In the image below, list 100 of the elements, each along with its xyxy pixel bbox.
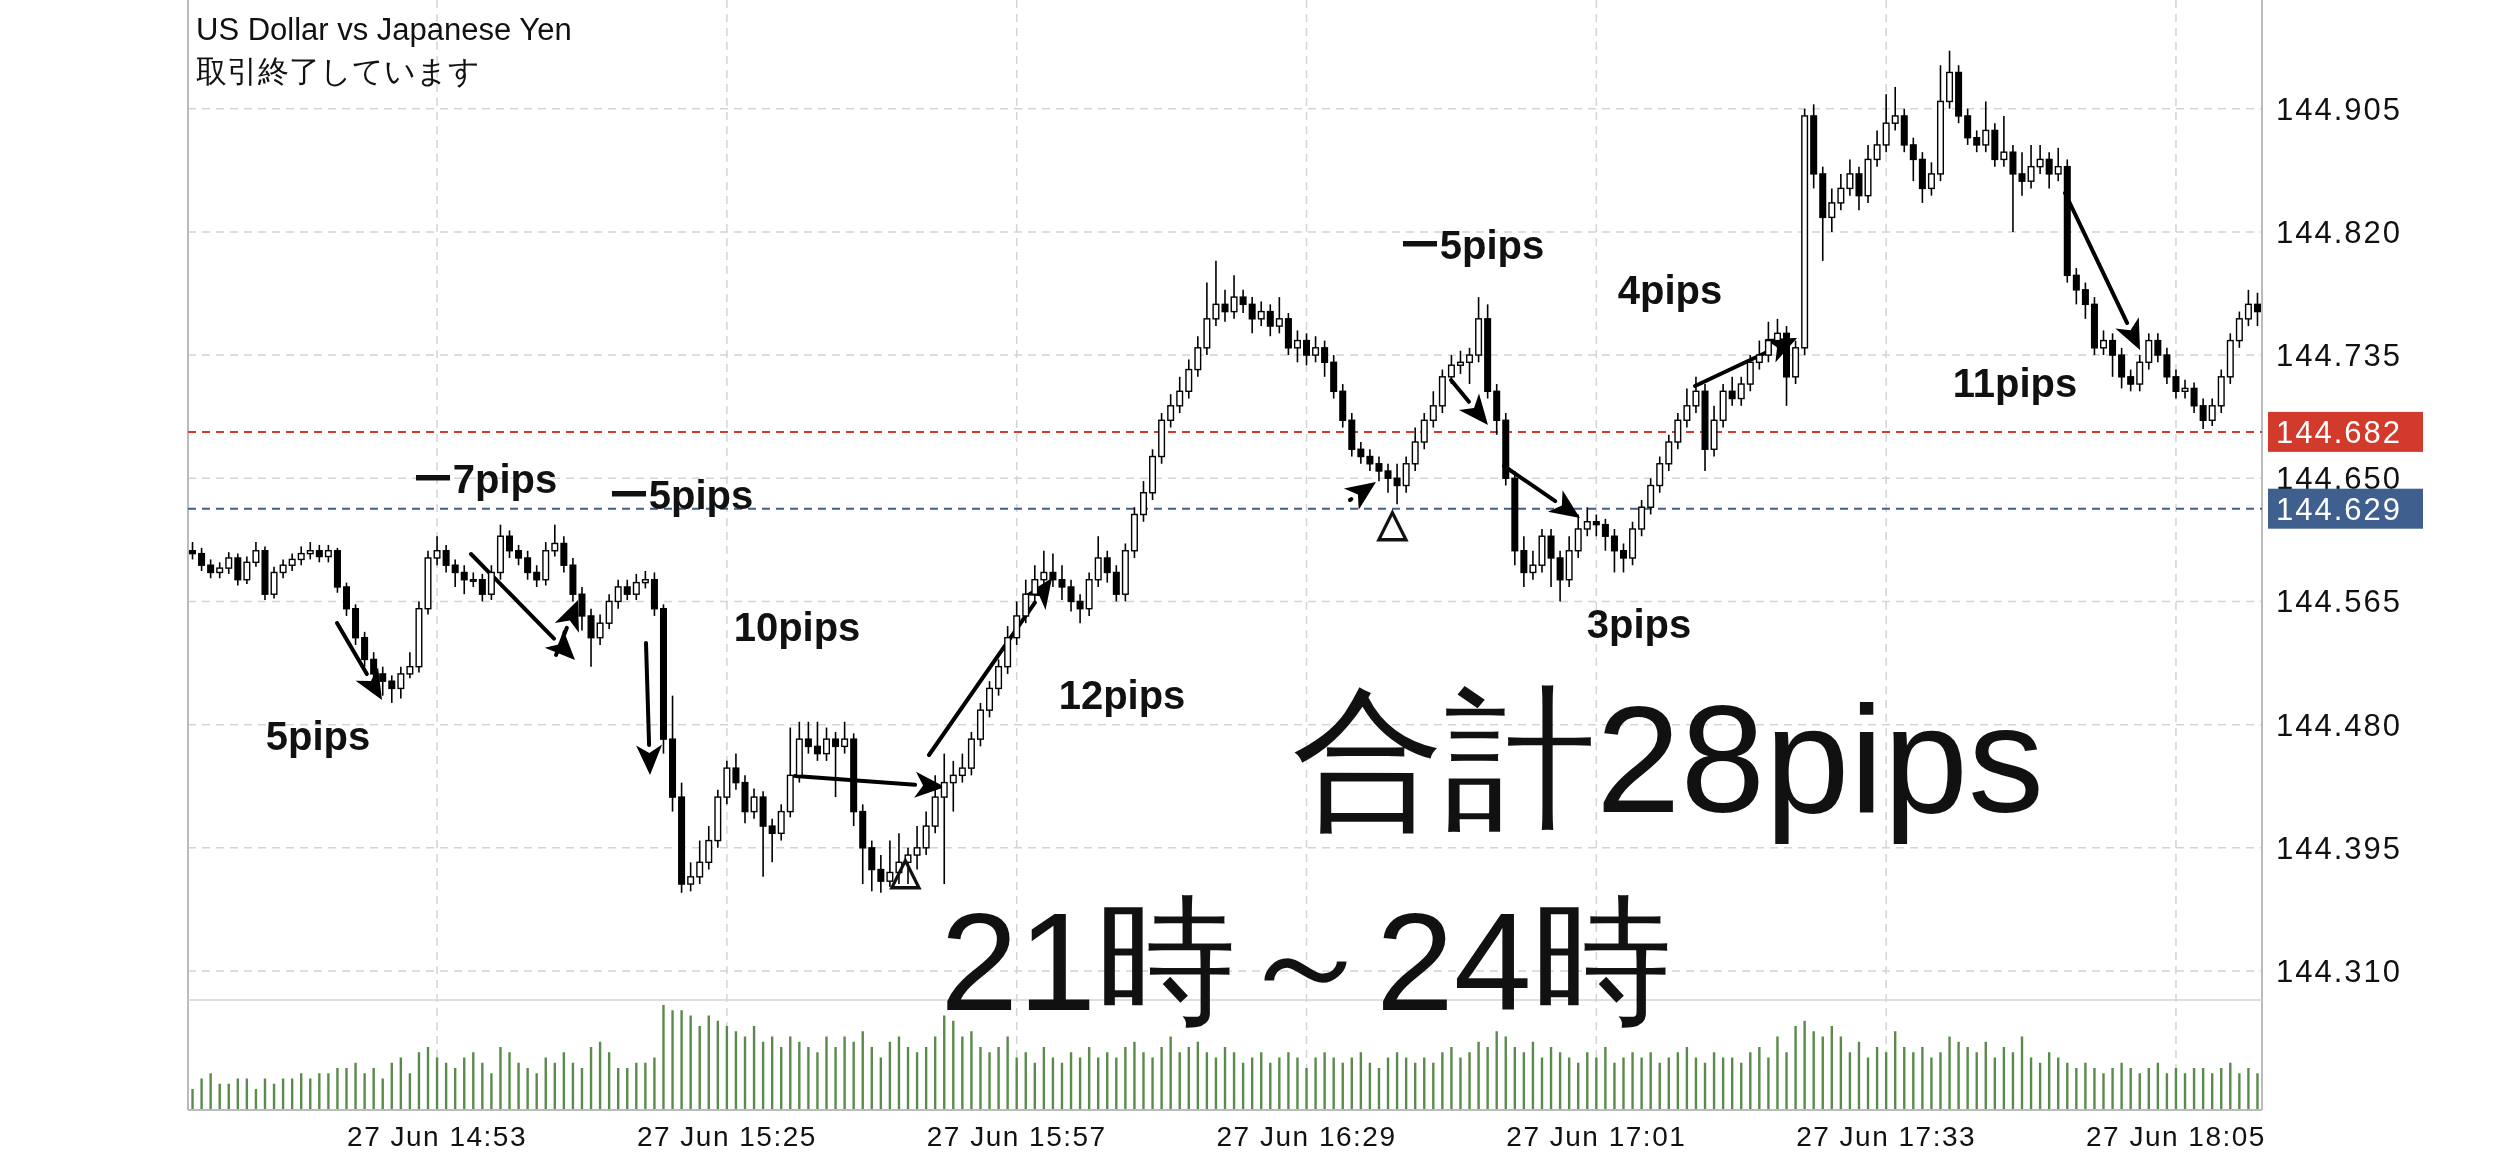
bar [2084,1062,2087,1110]
bar [1649,1052,1652,1110]
annotation: ー7pips [412,457,558,501]
bar [834,1047,837,1110]
ref-line-label: 144.682 [2276,414,2403,450]
bar [1930,1057,1933,1110]
bar [2238,1073,2241,1110]
x-tick-label: 27 Jun 17:33 [1796,1121,1977,1152]
bar [490,1073,493,1110]
bar [1169,1036,1172,1110]
bar [1305,1068,1308,1110]
bar [1142,1052,1145,1110]
bar [671,1010,674,1110]
bar [1486,1047,1489,1110]
bar [345,1068,348,1110]
bar [988,1052,991,1110]
bar [1803,1020,1806,1110]
annotation: 12pips [1058,673,1186,717]
bar [499,1047,502,1110]
annotation: ー5pips [1399,223,1545,267]
annotation: 21時～24時 [940,883,1672,1040]
bar [1758,1047,1761,1110]
bar [1133,1041,1136,1110]
bar [1015,1057,1018,1110]
bar [1296,1057,1299,1110]
bar [1622,1057,1625,1110]
bar [1785,1052,1788,1110]
bar [2129,1068,2132,1110]
bar [816,1052,819,1110]
bar [354,1062,357,1110]
annotation: ー5pips [608,473,754,517]
x-tick-label: 27 Jun 14:53 [347,1121,528,1152]
bar [1776,1036,1779,1110]
bar [825,1036,828,1110]
bar [481,1062,484,1110]
bar [2256,1073,2259,1110]
y-tick-label: 144.310 [2276,954,2403,990]
bar [535,1073,538,1110]
bar [1115,1057,1118,1110]
bar [1767,1057,1770,1110]
bar [517,1062,520,1110]
y-tick-label: 144.735 [2276,338,2403,374]
bar [1966,1047,1969,1110]
bar [1812,1031,1815,1110]
annotation: △ [1375,500,1409,544]
bar [336,1068,339,1110]
annotation: 4pips [1617,268,1723,312]
bar [689,1015,692,1110]
bar [1006,1036,1009,1110]
bar [1604,1047,1607,1110]
x-tick-label: 27 Jun 18:05 [2086,1121,2266,1152]
bar [209,1073,212,1110]
bar [653,1057,656,1110]
bar [635,1062,638,1110]
bar [807,1047,810,1110]
bar [970,1031,973,1110]
y-tick-label: 144.395 [2276,830,2403,866]
bar [191,1089,194,1110]
annotation: 11pips [1952,361,2078,405]
x-tick-label: 27 Jun 16:29 [1216,1121,1397,1152]
bar [1939,1052,1942,1110]
bar [2120,1062,2123,1110]
bar [2247,1068,2250,1110]
bar [1332,1057,1335,1110]
chart-title: US Dollar vs Japanese Yen [196,12,572,47]
bar [1794,1026,1797,1110]
bar [961,1036,964,1110]
y-tick-label: 144.820 [2276,214,2403,250]
bar [1957,1041,1960,1110]
y-tick-label: 144.905 [2276,91,2403,127]
bar [1948,1036,1951,1110]
bar [680,1010,683,1110]
y-tick-label: 144.480 [2276,707,2403,743]
bar [1595,1057,1598,1110]
bar [1432,1062,1435,1110]
bar [1278,1057,1281,1110]
bar [644,1062,647,1110]
bar [1450,1047,1453,1110]
bar [1314,1057,1317,1110]
bar [1323,1052,1326,1110]
bar [1468,1052,1471,1110]
bar [1640,1057,1643,1110]
x-tick-label: 27 Jun 15:25 [636,1121,817,1152]
annotation: 10pips [733,605,861,649]
bar [327,1073,330,1110]
bar [318,1073,321,1110]
annotation: 5pips [265,714,371,758]
bar [1287,1052,1290,1110]
bar [2075,1068,2078,1110]
bar [508,1052,511,1110]
bar [843,1036,846,1110]
bar [372,1068,375,1110]
bar [1921,1047,1924,1110]
x-tick-label: 27 Jun 15:57 [926,1121,1107,1152]
bar [997,1047,1000,1110]
bar [526,1068,529,1110]
bar [1124,1047,1127,1110]
bar [200,1078,203,1110]
bar [1459,1057,1462,1110]
annotation: 3pips [1586,602,1692,646]
